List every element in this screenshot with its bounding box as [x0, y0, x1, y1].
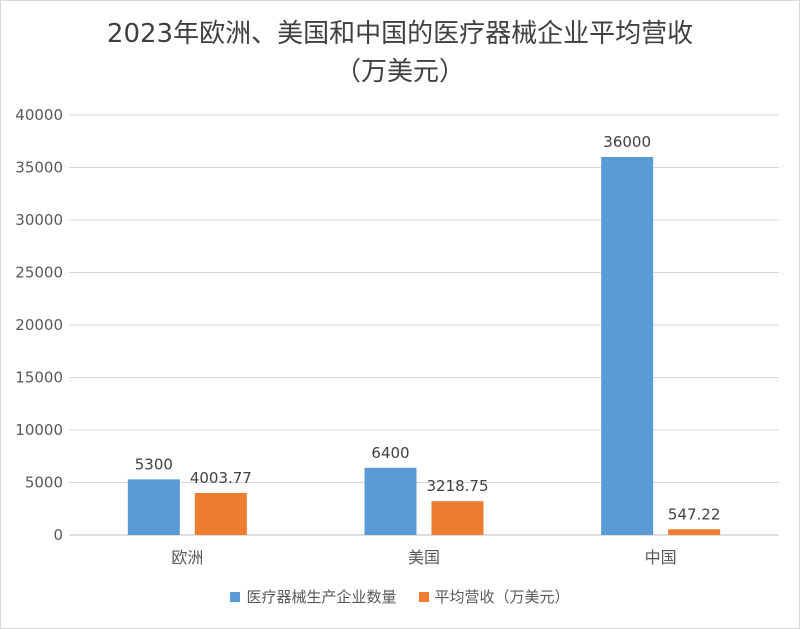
data-label: 3218.75: [426, 477, 488, 495]
bar-series-1: [127, 479, 180, 535]
legend-item-series-1: 医疗器械生产企业数量: [230, 586, 397, 607]
data-labels: 5300 4003.77 6400 3218.75 36000 547.22: [135, 133, 721, 523]
bar-series-2: [431, 501, 484, 535]
chart-title-line1: 2023年欧洲、美国和中国的医疗器械企业平均营收: [106, 19, 694, 49]
y-tick-label: 30000: [15, 211, 63, 229]
data-label: 4003.77: [190, 469, 252, 487]
bar-series-2: [194, 492, 247, 535]
data-label: 547.22: [668, 505, 721, 523]
data-label: 5300: [135, 455, 173, 473]
x-axis-categories: 欧洲 美国 中国: [171, 548, 676, 567]
legend: 医疗器械生产企业数量 平均营收（万美元）: [1, 586, 799, 607]
legend-swatch-series-1: [230, 591, 241, 602]
bar-series-1: [364, 467, 417, 535]
chart-title: 2023年欧洲、美国和中国的医疗器械企业平均营收 （万美元）: [1, 15, 799, 91]
y-axis-ticks: 0 5000 10000 15000 20000 25000 30000 35000 40000: [15, 106, 63, 544]
y-tick-label: 40000: [15, 106, 63, 124]
y-tick-label: 25000: [15, 264, 63, 282]
gridlines: [69, 114, 779, 536]
x-category-label: 美国: [408, 548, 440, 567]
legend-swatch-series-2: [418, 591, 429, 602]
bar-series-2: [668, 529, 721, 535]
y-tick-label: 15000: [15, 369, 63, 387]
y-tick-label: 5000: [25, 474, 63, 492]
legend-label-series-1: 医疗器械生产企业数量: [246, 588, 397, 606]
y-tick-label: 20000: [15, 316, 63, 334]
y-tick-label: 0: [53, 526, 63, 544]
bar-series-1: [601, 157, 654, 535]
y-tick-label: 10000: [15, 421, 63, 439]
legend-item-series-2: 平均营收（万美元）: [418, 586, 570, 607]
y-tick-label: 35000: [15, 159, 63, 177]
chart-title-line2: （万美元）: [334, 57, 465, 87]
x-category-label: 欧洲: [171, 548, 203, 567]
x-category-label: 中国: [645, 548, 677, 567]
data-label: 36000: [603, 133, 651, 151]
data-label: 6400: [371, 444, 409, 462]
legend-label-series-2: 平均营收（万美元）: [434, 588, 570, 606]
bars: [127, 157, 721, 535]
